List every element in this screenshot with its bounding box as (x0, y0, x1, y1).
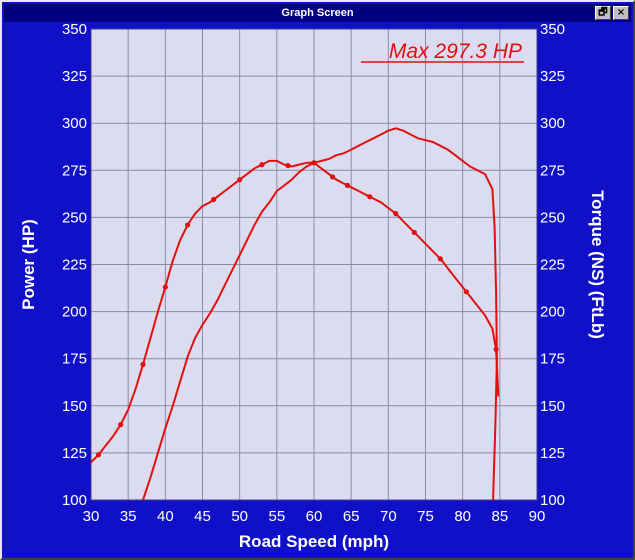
max-hp-annotation: Max 297.3 HP (389, 40, 522, 63)
torque-marker (162, 284, 168, 290)
y-tick-label-left: 150 (62, 398, 87, 415)
torque-marker (259, 162, 265, 168)
power-curve (142, 127, 498, 501)
y-tick-label-left: 225 (62, 257, 87, 274)
x-tick-label: 35 (120, 508, 137, 525)
torque-marker (185, 222, 191, 228)
x-tick-label: 50 (231, 508, 248, 525)
x-tick-label: 40 (157, 508, 174, 525)
window-title: Graph Screen (281, 7, 354, 19)
y-tick-label-left: 200 (62, 304, 87, 321)
y-tick-label-right: 150 (540, 398, 565, 415)
torque-marker (493, 346, 499, 352)
y-tick-label-right: 225 (540, 257, 565, 274)
x-tick-label: 65 (343, 508, 360, 525)
y-tick-label-left: 350 (62, 21, 87, 38)
y-tick-label-left: 250 (62, 209, 87, 226)
y-tick-label-left: 125 (62, 445, 87, 462)
y-tick-label-left: 175 (62, 351, 87, 368)
torque-marker (285, 162, 291, 169)
y-tick-label-right: 200 (540, 304, 565, 321)
y-tick-label-left: 275 (62, 162, 87, 179)
torque-marker (211, 196, 217, 203)
y-tick-label-right: 325 (540, 68, 565, 85)
torque-marker (237, 177, 243, 183)
x-tick-label: 75 (417, 508, 434, 525)
x-tick-label: 80 (454, 508, 471, 525)
y-tick-label-right: 175 (540, 351, 565, 368)
y-axis-right-title: Torque (NS) (FtLb) (588, 190, 607, 339)
y-tick-label-left: 325 (62, 68, 87, 85)
torque-marker (311, 160, 317, 166)
torque-marker (437, 256, 443, 262)
grid-lines (90, 28, 538, 501)
x-tick-label: 85 (491, 508, 508, 525)
title-bar[interactable]: Graph Screen 🗗 × (4, 4, 631, 22)
x-tick-label: 45 (194, 508, 211, 525)
y-tick-label-left: 300 (62, 115, 87, 132)
y-tick-label-right: 125 (540, 445, 565, 462)
y-tick-label-right: 100 (540, 492, 565, 509)
y-tick-label-right: 250 (540, 209, 565, 226)
series-layer (90, 127, 500, 501)
x-tick-label: 55 (268, 508, 285, 525)
y-tick-label-right: 275 (540, 162, 565, 179)
close-button[interactable]: × (613, 6, 629, 20)
x-tick-label: 60 (306, 508, 323, 525)
x-axis-title: Road Speed (mph) (239, 532, 389, 551)
torque-marker (95, 452, 102, 458)
x-tick-label: 90 (529, 508, 546, 525)
torque-marker (344, 182, 351, 188)
torque-marker (411, 229, 417, 236)
y-tick-label-left: 100 (62, 492, 87, 509)
y-axis-left-title: Power (HP) (19, 219, 38, 310)
torque-marker (393, 211, 399, 217)
torque-marker (367, 194, 373, 200)
torque-marker (118, 422, 124, 428)
torque-marker (463, 289, 469, 295)
restore-button[interactable]: 🗗 (595, 6, 611, 20)
torque-marker (140, 361, 146, 367)
x-tick-label: 30 (83, 508, 100, 525)
plot-border (90, 28, 538, 501)
y-tick-label-right: 300 (540, 115, 565, 132)
torque-curve (90, 159, 500, 464)
x-tick-label: 70 (380, 508, 397, 525)
torque-marker (329, 174, 336, 180)
y-tick-label-right: 350 (540, 21, 565, 38)
